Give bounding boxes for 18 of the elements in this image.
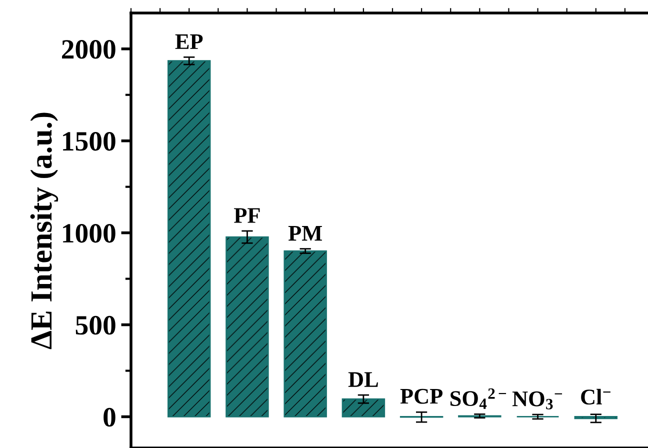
x-tick-label: DL <box>348 372 378 387</box>
y-tick-label: 500 <box>76 316 116 335</box>
bar <box>342 398 386 418</box>
y-tick-label: 1500 <box>63 132 116 151</box>
y-axis-title: ΔE Intensity (a.u.) <box>30 112 58 350</box>
x-tick-label: NO$_{3}$$^{−}$ <box>512 391 562 410</box>
x-tick-label: PF <box>234 208 260 223</box>
bar <box>284 250 327 418</box>
x-tick-label: PCP <box>400 388 443 404</box>
y-tick-label: 0 <box>104 408 116 427</box>
y-tick-label: 1000 <box>63 224 116 243</box>
x-tick-label: SO$_{4}$$^{2−}$ <box>450 388 506 409</box>
x-tick-label: EP <box>175 34 203 49</box>
bar <box>167 60 211 418</box>
y-tick-label: 2000 <box>62 40 116 59</box>
x-tick-label: Cl$^{−}$ <box>581 388 610 405</box>
x-tick-label: PM <box>288 226 322 241</box>
bar <box>226 236 269 418</box>
